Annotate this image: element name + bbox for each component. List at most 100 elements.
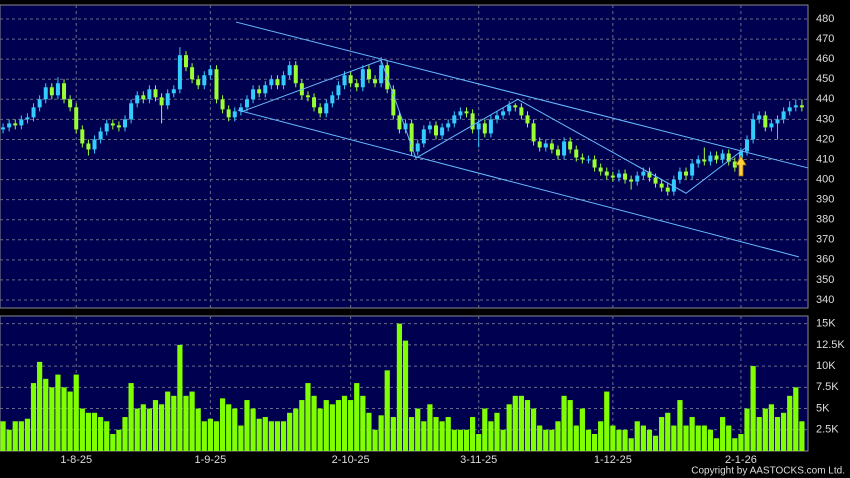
volume-bar <box>585 429 592 451</box>
candle-body <box>537 141 542 148</box>
volume-bar <box>37 361 43 451</box>
candle-body <box>281 75 286 86</box>
volume-bar <box>762 408 768 451</box>
volume-bar <box>567 400 573 451</box>
candle-body <box>653 177 658 184</box>
volume-bar <box>476 434 482 451</box>
volume-bar <box>726 425 732 451</box>
candle-body <box>43 87 48 100</box>
candle-body <box>470 113 475 130</box>
volume-bar <box>610 425 616 451</box>
candle-body <box>690 163 695 176</box>
candle-body <box>147 89 152 100</box>
trend-line <box>240 59 748 194</box>
volume-bar <box>226 404 232 451</box>
candle-body <box>726 153 731 162</box>
candle-body <box>190 67 195 80</box>
volume-bar <box>372 429 378 451</box>
candle-body <box>446 123 451 128</box>
signal-arrow <box>735 155 747 177</box>
candle-body <box>238 107 243 112</box>
volume-bar <box>738 434 744 451</box>
volume-bar <box>470 417 476 451</box>
volume-bar <box>530 408 537 451</box>
candle-body <box>519 107 524 116</box>
candle-body <box>763 115 768 128</box>
volume-bar <box>293 408 299 451</box>
volume-bar <box>207 418 213 451</box>
y-tick-label: 380 <box>816 214 834 226</box>
volume-bar <box>646 429 653 451</box>
candle-body <box>665 187 670 192</box>
candle-body <box>629 179 634 182</box>
volume-bar <box>524 400 531 451</box>
copyright: Copyright by AASTOCKS.com Ltd. <box>691 466 845 477</box>
volume-bar <box>122 417 128 451</box>
volume-bar <box>189 391 195 451</box>
volume-bar <box>311 395 317 451</box>
volume-tick-label: 2.5K <box>816 424 839 436</box>
volume-bar <box>768 404 775 451</box>
candle-body <box>757 115 762 120</box>
volume-tick-label: 15K <box>816 318 836 330</box>
candle-body <box>293 65 298 84</box>
candle-body <box>31 107 36 118</box>
volume-tick-label: 5K <box>816 402 830 414</box>
candle-body <box>19 119 24 126</box>
candle-body <box>440 127 445 136</box>
candle-body <box>555 149 560 156</box>
volume-bar <box>402 340 409 451</box>
candle-body <box>13 123 18 126</box>
candle-body <box>104 123 109 132</box>
volume-bar <box>219 398 226 451</box>
candle-body <box>318 107 323 114</box>
candle-body <box>391 89 396 116</box>
volume-bar <box>378 415 384 451</box>
candle-body <box>208 69 213 76</box>
candle-body <box>263 85 268 94</box>
volume-bar <box>67 391 73 451</box>
x-tick-label: 1-8-25 <box>60 454 92 466</box>
candle-body <box>415 143 420 152</box>
y-tick-label: 460 <box>816 53 834 65</box>
volume-bar <box>134 408 140 451</box>
candle-body <box>129 103 134 120</box>
x-tick-label: 1-9-25 <box>194 454 226 466</box>
candle-body <box>123 119 128 128</box>
candle-body <box>165 93 170 106</box>
volume-bar <box>366 412 372 451</box>
y-tick-label: 410 <box>816 153 834 165</box>
volume-bar <box>799 421 805 451</box>
volume-bar <box>537 425 543 451</box>
candle-body <box>623 173 628 180</box>
volume-bar <box>299 400 305 451</box>
candle-body <box>49 87 54 96</box>
candle-body <box>141 95 146 100</box>
volume-bar <box>49 387 55 451</box>
volume-bar <box>421 421 427 451</box>
candle-body <box>684 171 689 176</box>
volume-bar <box>604 391 610 451</box>
volume-bar <box>354 383 360 451</box>
candle-body <box>610 175 615 178</box>
volume-bar <box>159 404 165 451</box>
candle-body <box>531 123 536 142</box>
candle-body <box>153 89 158 98</box>
x-tick-label: 2-10-25 <box>332 454 370 466</box>
candle-body <box>74 107 79 130</box>
y-tick-label: 440 <box>816 93 834 105</box>
volume-bar <box>671 425 677 451</box>
candle-body <box>275 79 280 86</box>
candle-body <box>616 173 621 178</box>
volume-bar <box>707 429 714 451</box>
volume-bar <box>573 425 579 451</box>
y-tick-label: 420 <box>816 133 834 145</box>
volume-bar <box>24 418 31 451</box>
volume-bar <box>628 438 634 451</box>
candle-body <box>714 155 719 160</box>
volume-bar <box>665 412 671 451</box>
candle-body <box>787 107 792 112</box>
candle-body <box>37 99 42 108</box>
volume-bar <box>701 425 707 451</box>
volume-bar <box>616 429 622 451</box>
